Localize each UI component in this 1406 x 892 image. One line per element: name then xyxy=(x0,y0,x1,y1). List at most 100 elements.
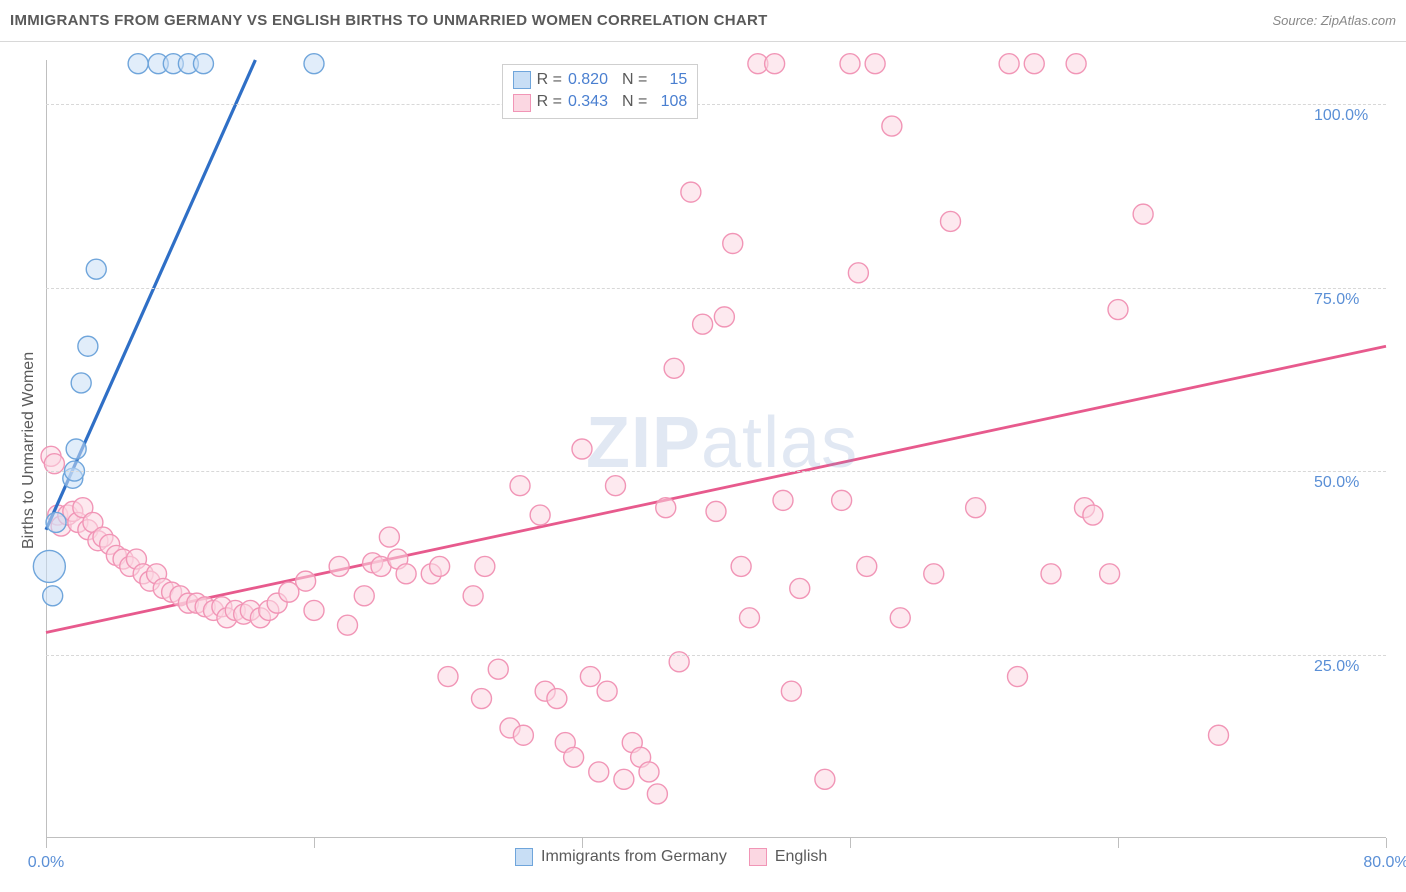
gridline xyxy=(46,288,1386,289)
pink-point xyxy=(1024,54,1044,74)
blue-point xyxy=(304,54,324,74)
pink-point xyxy=(706,501,726,521)
pink-point xyxy=(714,307,734,327)
pink-point xyxy=(865,54,885,74)
blue-point xyxy=(193,54,213,74)
pink-point xyxy=(463,586,483,606)
pink-point xyxy=(1209,725,1229,745)
pink-point xyxy=(1100,564,1120,584)
pink-point xyxy=(924,564,944,584)
pink-swatch-icon xyxy=(513,94,531,112)
pink-point xyxy=(832,490,852,510)
stats-legend: R = 0.820 N = 15 R = 0.343 N = 108 xyxy=(502,64,699,119)
pink-point xyxy=(379,527,399,547)
pink-point xyxy=(656,498,676,518)
pink-point xyxy=(472,689,492,709)
blue-point xyxy=(43,586,63,606)
pink-point xyxy=(530,505,550,525)
pink-point xyxy=(614,769,634,789)
pink-point xyxy=(647,784,667,804)
pink-point xyxy=(338,615,358,635)
pink-point xyxy=(1066,54,1086,74)
blue-point xyxy=(128,54,148,74)
stats-row-pink: R = 0.343 N = 108 xyxy=(513,91,688,113)
header-bar: IMMIGRANTS FROM GERMANY VS ENGLISH BIRTH… xyxy=(0,0,1406,42)
blue-point xyxy=(33,550,65,582)
x-tick-label: 80.0% xyxy=(1363,854,1406,872)
y-axis-title: Births to Unmarried Women xyxy=(20,352,38,549)
stats-row-blue: R = 0.820 N = 15 xyxy=(513,69,688,91)
legend-item-blue: Immigrants from Germany xyxy=(515,848,727,866)
pink-point xyxy=(438,667,458,687)
y-tick-label: 100.0% xyxy=(1314,107,1368,125)
x-tick-mark xyxy=(850,838,851,848)
pink-point xyxy=(1008,667,1028,687)
pink-point xyxy=(488,659,508,679)
pink-point xyxy=(510,476,530,496)
pink-point xyxy=(1083,505,1103,525)
pink-point xyxy=(475,556,495,576)
pink-point xyxy=(693,314,713,334)
pink-point xyxy=(639,762,659,782)
pink-point xyxy=(790,578,810,598)
blue-point xyxy=(46,512,66,532)
pink-point xyxy=(1108,300,1128,320)
blue-swatch-icon xyxy=(515,848,533,866)
pink-point xyxy=(580,667,600,687)
pink-point xyxy=(589,762,609,782)
pink-point xyxy=(941,211,961,231)
x-tick-mark xyxy=(582,838,583,848)
pink-swatch-icon xyxy=(749,848,767,866)
x-tick-mark xyxy=(1118,838,1119,848)
gridline xyxy=(46,471,1386,472)
plot-svg xyxy=(46,60,1386,838)
pink-point xyxy=(664,358,684,378)
pink-point xyxy=(848,263,868,283)
pink-point xyxy=(296,571,316,591)
x-tick-mark xyxy=(1386,838,1387,848)
y-tick-label: 50.0% xyxy=(1314,474,1359,492)
pink-point xyxy=(773,490,793,510)
pink-point xyxy=(513,725,533,745)
pink-point xyxy=(731,556,751,576)
gridline xyxy=(46,104,1386,105)
blue-point xyxy=(66,439,86,459)
pink-point xyxy=(857,556,877,576)
chart-title: IMMIGRANTS FROM GERMANY VS ENGLISH BIRTH… xyxy=(10,12,768,29)
blue-point xyxy=(71,373,91,393)
series-legend: Immigrants from Germany English xyxy=(515,848,827,866)
pink-point xyxy=(999,54,1019,74)
blue-point xyxy=(78,336,98,356)
pink-point xyxy=(354,586,374,606)
pink-point xyxy=(781,681,801,701)
source-attribution: Source: ZipAtlas.com xyxy=(1272,13,1396,28)
x-tick-mark xyxy=(314,838,315,848)
pink-point xyxy=(815,769,835,789)
pink-point xyxy=(882,116,902,136)
pink-point xyxy=(396,564,416,584)
y-tick-label: 25.0% xyxy=(1314,658,1359,676)
pink-point xyxy=(329,556,349,576)
pink-point xyxy=(547,689,567,709)
pink-point xyxy=(572,439,592,459)
pink-point xyxy=(564,747,584,767)
pink-point xyxy=(723,233,743,253)
legend-item-pink: English xyxy=(749,848,827,866)
blue-point xyxy=(86,259,106,279)
pink-point xyxy=(430,556,450,576)
pink-point xyxy=(740,608,760,628)
pink-point xyxy=(966,498,986,518)
pink-point xyxy=(1041,564,1061,584)
pink-point xyxy=(606,476,626,496)
gridline xyxy=(46,655,1386,656)
plot-area: ZIPatlas R = 0.820 N = 15 R = 0.343 N = … xyxy=(46,60,1386,838)
y-tick-label: 75.0% xyxy=(1314,291,1359,309)
pink-point xyxy=(765,54,785,74)
pink-point xyxy=(597,681,617,701)
pink-point xyxy=(1133,204,1153,224)
pink-point xyxy=(890,608,910,628)
x-tick-label: 0.0% xyxy=(28,854,64,872)
x-tick-mark xyxy=(46,838,47,848)
blue-swatch-icon xyxy=(513,71,531,89)
pink-point xyxy=(681,182,701,202)
